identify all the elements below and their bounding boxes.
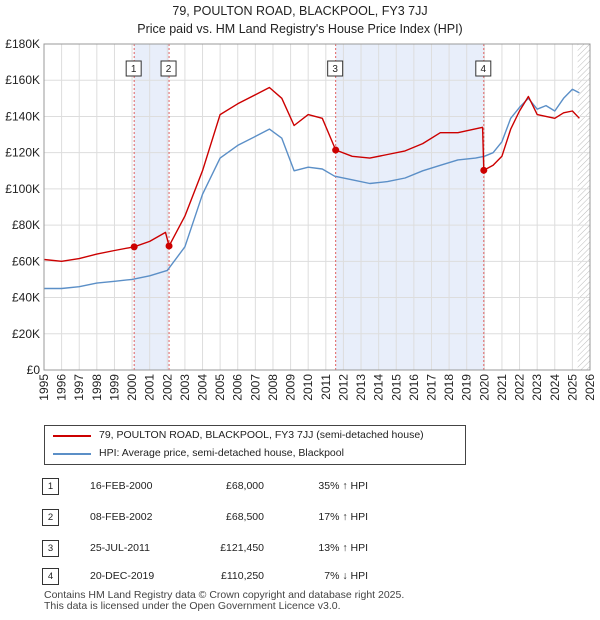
y-tick-label: £140K — [5, 109, 40, 123]
x-tick-label: 2004 — [196, 374, 210, 401]
sale-point — [332, 146, 340, 154]
plot-frame — [43, 43, 591, 371]
legend-swatch-property — [53, 435, 91, 437]
sale-number-badge: 2 — [42, 509, 59, 526]
sale-number-badge: 4 — [42, 568, 59, 585]
footer-licence: This data is licensed under the Open Gov… — [44, 600, 341, 612]
x-tick-label: 2010 — [301, 374, 315, 401]
legend-label-property: 79, POULTON ROAD, BLACKPOOL, FY3 7JJ (se… — [99, 429, 424, 441]
x-tick-label: 2015 — [389, 374, 403, 401]
legend-label-hpi: HPI: Average price, semi-detached house,… — [99, 447, 344, 459]
x-tick-label: 2023 — [530, 374, 544, 401]
sale-price: £110,250 — [220, 570, 264, 582]
x-tick-label: 2006 — [231, 374, 245, 401]
x-tick-label: 2014 — [372, 374, 386, 401]
sale-number-badge: 1 — [42, 478, 59, 495]
x-tick-label: 2016 — [407, 374, 421, 401]
x-tick-label: 2009 — [284, 374, 298, 401]
sale-hpi-change: 35% ↑ HPI — [318, 480, 368, 492]
chart-title: 79, POULTON ROAD, BLACKPOOL, FY3 7JJ — [172, 4, 428, 18]
y-tick-label: £60K — [12, 254, 40, 268]
x-tick-label: 2003 — [178, 374, 192, 401]
x-tick-label: 2026 — [583, 374, 597, 401]
x-tick-label: 2021 — [495, 374, 509, 401]
y-tick-label: £20K — [12, 327, 40, 341]
x-tick-label: 2002 — [160, 374, 174, 401]
ownership-shade — [335, 44, 484, 370]
sale-date: 08-FEB-2002 — [90, 511, 153, 523]
x-tick-label: 1995 — [37, 374, 51, 401]
sale-hpi-change: 7% ↓ HPI — [324, 570, 368, 582]
y-tick-label: £120K — [5, 146, 40, 160]
sale-hpi-change: 17% ↑ HPI — [318, 511, 368, 523]
sale-date: 25-JUL-2011 — [90, 542, 150, 554]
x-tick-label: 2013 — [354, 374, 368, 401]
y-tick-label: £80K — [12, 218, 40, 232]
sale-label-number: 2 — [166, 64, 172, 75]
x-tick-label: 1997 — [72, 374, 86, 401]
x-tick-label: 1998 — [90, 374, 104, 401]
y-tick-label: £160K — [5, 73, 40, 87]
x-tick-label: 2024 — [548, 374, 562, 401]
y-tick-label: £100K — [5, 182, 40, 196]
sale-point — [165, 242, 173, 250]
sale-price: £68,000 — [226, 480, 264, 492]
x-tick-label: 2017 — [424, 374, 438, 401]
series-line-property — [43, 86, 580, 262]
y-tick-label: £180K — [5, 37, 40, 51]
sale-label-number: 1 — [131, 64, 137, 75]
chart-subtitle: Price paid vs. HM Land Registry's House … — [137, 22, 463, 36]
x-tick-label: 1999 — [107, 374, 121, 401]
x-tick-label: 2022 — [513, 374, 527, 401]
x-tick-label: 2000 — [125, 374, 139, 401]
sale-date: 20-DEC-2019 — [90, 570, 155, 582]
sale-point — [480, 166, 488, 174]
sale-label-number: 3 — [332, 64, 338, 75]
x-tick-label: 2005 — [213, 374, 227, 401]
sale-label-box — [125, 60, 142, 77]
x-tick-label: 2007 — [248, 374, 262, 401]
price-chart: £0 £20K £40K £60K £80K £100K £120K £140K £160K £1… — [5, 37, 597, 401]
y-tick-label: £40K — [12, 291, 40, 305]
x-tick-label: 2011 — [319, 374, 333, 400]
sale-hpi-change: 13% ↑ HPI — [318, 542, 368, 554]
footer-copyright: Contains HM Land Registry data © Crown c… — [44, 589, 405, 601]
x-tick-label: 2012 — [336, 374, 350, 401]
x-tick-label: 2018 — [442, 374, 456, 401]
x-tick-label: 2001 — [143, 374, 157, 401]
sale-label-box — [475, 60, 492, 77]
projection-hatch — [577, 44, 590, 370]
y-tick-label: £0 — [27, 363, 41, 377]
sale-number-badge: 3 — [42, 540, 59, 557]
legend-swatch-hpi — [53, 453, 91, 455]
sale-price: £121,450 — [220, 542, 264, 554]
ownership-shade — [134, 44, 170, 370]
chart-legend: 79, POULTON ROAD, BLACKPOOL, FY3 7JJ (se… — [44, 425, 466, 465]
sale-price: £68,500 — [226, 511, 264, 523]
sale-label-box — [327, 60, 344, 77]
sale-point — [130, 243, 138, 251]
x-tick-label: 2008 — [266, 374, 280, 401]
x-tick-label: 1996 — [55, 374, 69, 401]
x-tick-label: 2020 — [477, 374, 491, 401]
sale-label-number: 4 — [481, 64, 487, 75]
sale-date: 16-FEB-2000 — [90, 480, 153, 492]
footer-credit: Contains HM Land Registry data © Crown c… — [44, 590, 404, 612]
sale-label-box — [160, 60, 177, 77]
x-tick-label: 2025 — [565, 374, 579, 401]
x-tick-label: 2019 — [460, 374, 474, 401]
